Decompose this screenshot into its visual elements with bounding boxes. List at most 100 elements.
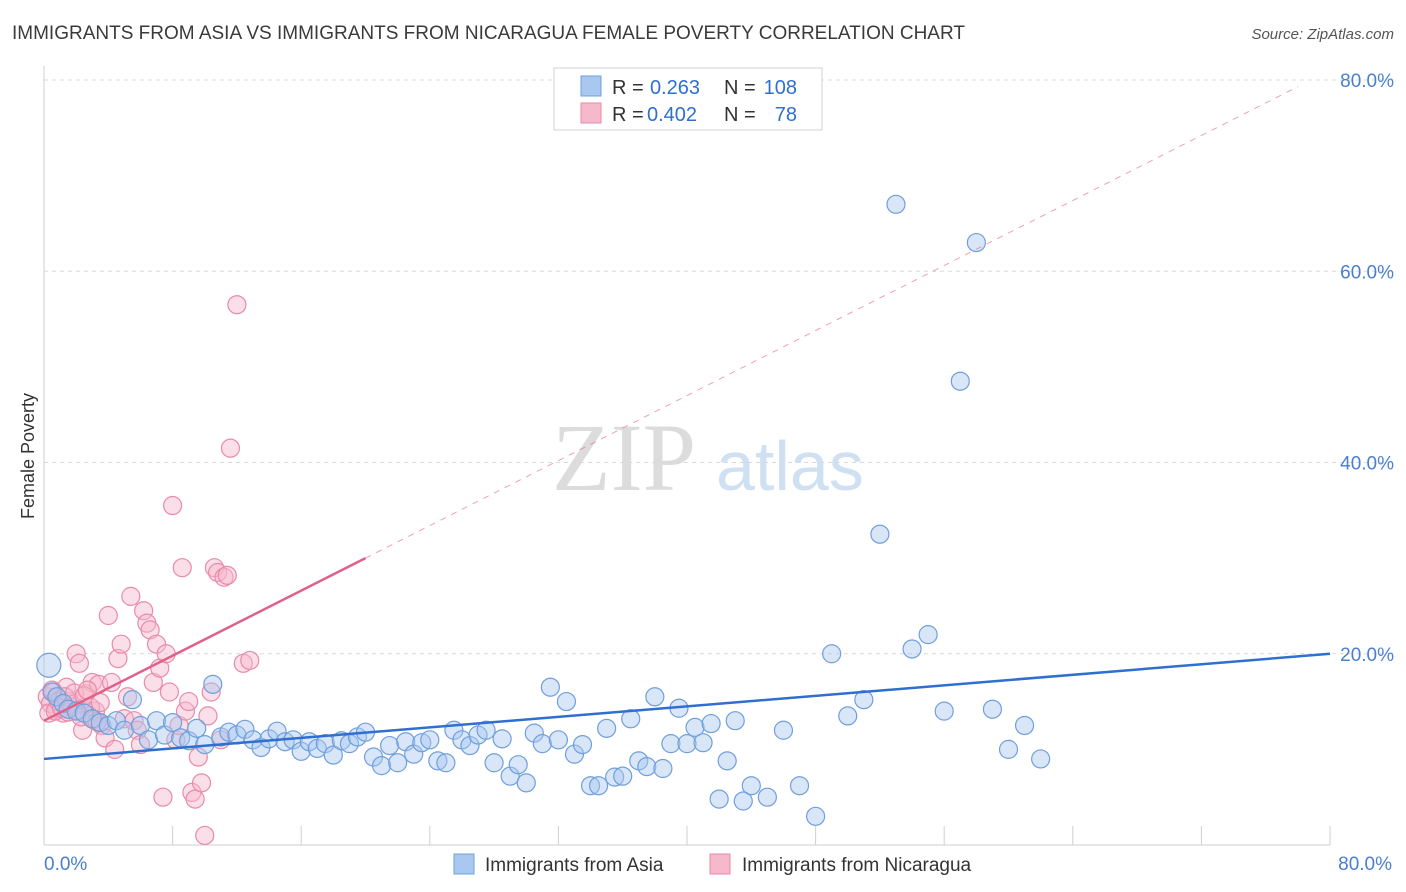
asia-point <box>187 718 207 738</box>
asia-point <box>613 766 633 786</box>
asia-point <box>1031 749 1051 769</box>
stats-legend-r-label-nicaragua: R = <box>612 104 644 126</box>
nicaragua-point <box>214 567 234 587</box>
nicaragua-point <box>201 682 221 702</box>
asia-point <box>532 734 552 754</box>
asia-point <box>436 753 456 773</box>
nicaragua-point <box>195 825 215 846</box>
nicaragua-point <box>108 648 128 669</box>
asia-point <box>275 732 295 752</box>
chart-source: Source: ZipAtlas.com <box>1251 26 1394 43</box>
asia-point <box>701 713 721 734</box>
y-tick-label-0: 20.0% <box>1340 645 1394 666</box>
nicaragua-point <box>217 565 237 585</box>
nicaragua-point <box>188 747 208 767</box>
nicaragua-point <box>143 672 163 693</box>
asia-point <box>733 791 753 811</box>
stats-legend-r-value-nicaragua: 0.402 <box>647 104 697 126</box>
trend-line-nicaragua <box>43 557 367 722</box>
nicaragua-point <box>98 605 118 626</box>
asia-point <box>597 718 617 738</box>
nicaragua-point <box>220 438 241 458</box>
stats-legend-n-value-nicaragua: 78 <box>775 104 797 126</box>
asia-point <box>572 734 593 755</box>
axes <box>43 66 1331 846</box>
asia-point <box>323 745 343 765</box>
asia-point <box>428 751 448 771</box>
x-tick-label-max: 80.0% <box>1338 854 1392 875</box>
asia-point <box>725 711 745 731</box>
asia-point <box>516 773 536 793</box>
asia-point <box>243 730 263 750</box>
nicaragua-point <box>153 787 173 807</box>
stats-legend-r-value-asia: 0.263 <box>650 77 700 99</box>
asia-point <box>838 706 858 726</box>
asia-point <box>789 776 810 796</box>
asia-point <box>677 734 697 754</box>
stats-legend-r-label-asia: R = <box>612 77 644 99</box>
asia-point <box>235 719 255 739</box>
nicaragua-point <box>185 789 205 809</box>
asia-point <box>404 744 424 764</box>
asia-point <box>805 806 826 826</box>
asia-point <box>492 729 512 749</box>
asia-point <box>114 720 134 740</box>
asia-point <box>757 787 777 807</box>
asia-point <box>203 674 223 694</box>
legend-label-nicaragua: Immigrants from Nicaragua <box>742 855 972 876</box>
asia-point <box>950 371 970 391</box>
y-tick-labels: 20.0% 40.0% 60.0% 80.0% <box>1340 71 1394 666</box>
asia-point <box>315 734 335 754</box>
nicaragua-point <box>159 682 179 702</box>
asia-point <box>709 789 729 809</box>
asia-point <box>508 755 528 775</box>
asia-point <box>291 741 311 761</box>
y-tick-label-2: 60.0% <box>1340 262 1394 283</box>
x-tick-label-min: 0.0% <box>44 854 87 875</box>
asia-point <box>564 744 585 764</box>
legend-swatch-nicaragua <box>709 853 731 875</box>
asia-point <box>524 723 544 743</box>
asia-point <box>902 639 922 659</box>
asia-point <box>380 735 400 756</box>
stats-legend-swatch-asia <box>580 75 602 97</box>
asia-point <box>122 690 143 710</box>
nicaragua-point <box>140 620 160 640</box>
asia-point <box>717 751 737 771</box>
asia-point <box>637 756 657 777</box>
nicaragua-point <box>111 634 131 654</box>
watermark-zip: ZIP <box>552 404 696 511</box>
nicaragua-point <box>172 558 192 578</box>
asia-point <box>460 735 480 756</box>
nicaragua-point <box>114 709 134 729</box>
asia-point <box>605 767 625 787</box>
asia-point <box>773 720 794 740</box>
asia-point <box>106 711 126 731</box>
asia-point <box>36 652 62 678</box>
asia-point <box>371 756 392 776</box>
nicaragua-point <box>240 650 260 671</box>
stats-legend-n-label-asia: N = <box>724 77 756 99</box>
nicaragua-point <box>55 687 75 707</box>
asia-point <box>661 734 681 754</box>
asia-point <box>540 677 560 697</box>
asia-point <box>388 753 408 773</box>
series-asia-points <box>36 194 1051 826</box>
asia-point <box>420 730 440 750</box>
asia-point <box>998 739 1019 759</box>
chart-title: IMMIGRANTS FROM ASIA VS IMMIGRANTS FROM … <box>12 23 965 44</box>
asia-point <box>645 687 665 707</box>
asia-point <box>476 720 496 740</box>
asia-point <box>982 699 1003 719</box>
legend-label-asia: Immigrants from Asia <box>485 855 664 876</box>
asia-point <box>886 194 906 214</box>
bottom-legend: Immigrants from Asia Immigrants from Nic… <box>453 853 972 876</box>
asia-point <box>484 753 504 773</box>
stats-legend-n-label-nicaragua: N = <box>724 104 756 126</box>
y-tick-label-1: 40.0% <box>1340 454 1394 475</box>
nicaragua-point <box>191 773 212 793</box>
asia-point <box>822 644 842 664</box>
trend-line-asia <box>43 652 1331 761</box>
stats-legend-swatch-nicaragua <box>580 102 602 124</box>
